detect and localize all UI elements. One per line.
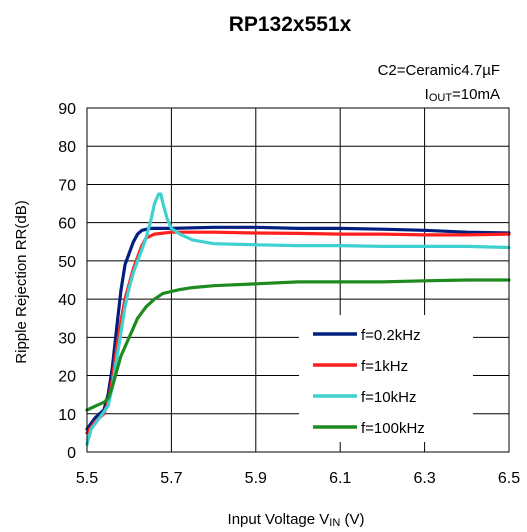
annotation-capacitor: C2=Ceramic4.7µF — [378, 62, 500, 79]
series-line-f-100khz — [85, 278, 511, 412]
annotation-current-value: =10mA — [452, 86, 500, 103]
x-axis-label-sub: IN — [329, 517, 340, 529]
legend: f=0.2kHz f=1kHz f=10kHz f=100kHz — [299, 315, 473, 442]
y-tick-label: 20 — [58, 369, 76, 386]
x-tick-label: 5.5 — [76, 470, 98, 487]
y-tick-label: 80 — [58, 139, 76, 156]
legend-label: f=0.2kHz — [361, 327, 421, 344]
legend-label: f=100kHz — [361, 420, 425, 437]
x-axis-label: Input Voltage VIN (V) — [228, 511, 365, 529]
series-lines — [85, 192, 511, 446]
y-tick-label: 50 — [58, 254, 76, 271]
plot-frame — [86, 107, 510, 453]
x-tick-label: 6.1 — [329, 470, 351, 487]
annotation-current-sub: OUT — [429, 92, 453, 104]
x-tick-label: 6.3 — [413, 470, 435, 487]
y-tick-label: 60 — [58, 216, 76, 233]
y-axis-label: Ripple Rejection RR(dB) — [13, 200, 30, 363]
x-tick-label: 6.5 — [498, 470, 520, 487]
y-tick-label: 70 — [58, 177, 76, 194]
legend-label: f=1kHz — [361, 358, 408, 375]
x-tick-labels: 5.5 5.7 5.9 6.1 6.3 6.5 — [76, 470, 520, 487]
series-line-f-10khz — [85, 192, 511, 446]
x-axis-label-main: Input Voltage V — [228, 511, 330, 528]
x-tick-label: 5.9 — [245, 470, 267, 487]
y-tick-labels: 0 10 20 30 40 50 60 70 80 90 — [58, 101, 76, 462]
y-tick-label: 30 — [58, 330, 76, 347]
y-tick-label: 90 — [58, 101, 76, 118]
annotation-current-main: I — [425, 86, 429, 103]
y-tick-label: 10 — [58, 407, 76, 424]
annotation-current: IOUT=10mA — [425, 86, 500, 104]
series-line-f-0-2khz — [85, 225, 511, 431]
x-tick-label: 5.7 — [160, 470, 182, 487]
y-tick-label: 40 — [58, 292, 76, 309]
chart-title: RP132x551x — [229, 13, 352, 36]
y-tick-label: 0 — [67, 445, 76, 462]
legend-box — [299, 315, 473, 442]
x-axis-label-unit: (V) — [340, 511, 364, 528]
legend-label: f=10kHz — [361, 389, 416, 406]
